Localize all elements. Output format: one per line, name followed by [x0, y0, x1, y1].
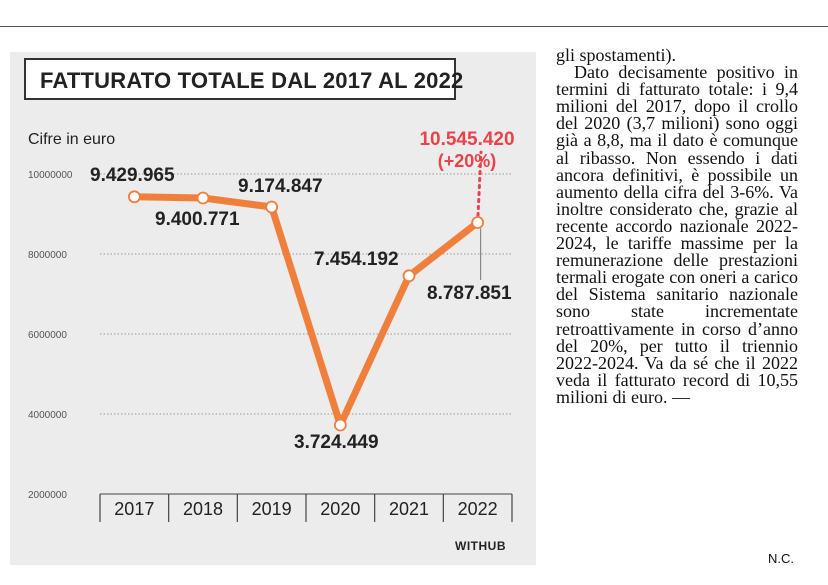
data-point — [127, 190, 141, 204]
article-paragraph-2: Dato decisamente positivo in termini di … — [556, 62, 798, 407]
x-tick-label: 2017 — [114, 499, 154, 519]
y-tick-label: 6000000 — [28, 330, 67, 341]
x-tick-label: 2019 — [252, 499, 292, 519]
article-paragraph-1: gli spostamenti). — [556, 45, 676, 65]
article-signature: N.C. — [768, 551, 794, 566]
projection-label: 10.545.420 — [419, 129, 514, 150]
x-tick-label: 2020 — [320, 499, 360, 519]
y-axis-label: Cifre in euro — [28, 131, 115, 148]
projection-change-label: (+20%) — [438, 151, 497, 171]
x-tick-label: 2018 — [183, 499, 223, 519]
series-line — [130, 193, 482, 429]
data-label: 3.724.449 — [294, 432, 379, 453]
data-point — [265, 200, 279, 214]
chart-title-box: FATTURATO TOTALE DAL 2017 AL 2022 — [24, 58, 463, 100]
x-tick-label: 2022 — [458, 499, 498, 519]
data-label: 8.787.851 — [427, 283, 512, 304]
data-point — [402, 269, 416, 283]
y-tick-label: 4000000 — [28, 410, 67, 421]
y-tick-label: 2000000 — [28, 490, 67, 501]
chart-panel — [10, 52, 536, 565]
chart-title: FATTURATO TOTALE DAL 2017 AL 2022 — [40, 68, 464, 93]
data-label: 9.174.847 — [238, 176, 323, 197]
data-point — [196, 191, 210, 205]
data-point — [333, 418, 347, 432]
article-column: gli spostamenti). Dato decisamente posit… — [556, 45, 798, 407]
data-point — [471, 216, 485, 229]
projection-line — [476, 150, 483, 224]
top-rule — [0, 26, 828, 27]
data-label: 7.454.192 — [314, 249, 399, 270]
x-tick-label: 2021 — [389, 499, 429, 519]
data-label: 9.400.771 — [155, 209, 240, 230]
y-tick-label: 8000000 — [28, 250, 67, 261]
brand-logo: WITHUB — [455, 539, 506, 553]
data-label: 9.429.965 — [90, 165, 175, 186]
y-tick-label: 10000000 — [28, 170, 73, 181]
